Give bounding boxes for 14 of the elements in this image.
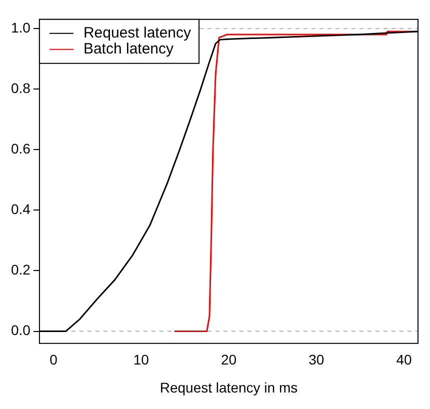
x-axis-title: Request latency in ms	[160, 379, 298, 396]
y-tick-label: 0.6	[10, 140, 31, 156]
x-tick-label: 40	[396, 352, 412, 368]
x-tick-label: 0	[50, 352, 58, 368]
x-tick-label: 20	[220, 352, 237, 368]
x-tick-label: 10	[133, 352, 150, 368]
y-tick-label: 0.8	[10, 80, 31, 96]
y-tick-label: 0.0	[10, 322, 31, 338]
y-tick-label: 0.2	[10, 262, 31, 278]
y-tick-label: 1.0	[10, 19, 31, 36]
x-tick-label: 30	[308, 352, 324, 368]
y-tick-label: 0.4	[10, 201, 31, 218]
legend-label: Request latency	[83, 24, 192, 42]
legend-label: Batch latency	[83, 40, 174, 58]
